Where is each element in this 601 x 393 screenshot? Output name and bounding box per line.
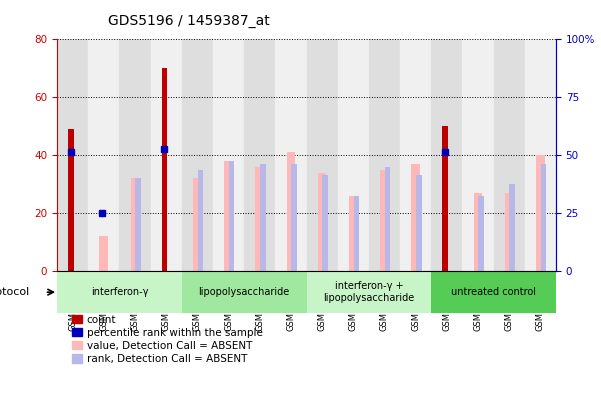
- Bar: [130, 178, 139, 271]
- Bar: [322, 175, 328, 271]
- Bar: [400, 39, 432, 271]
- Bar: [198, 170, 203, 271]
- Bar: [255, 167, 264, 271]
- Bar: [100, 236, 108, 271]
- Bar: [244, 39, 275, 271]
- Text: protocol: protocol: [0, 287, 29, 297]
- Bar: [541, 164, 546, 271]
- Bar: [68, 129, 73, 271]
- Bar: [213, 39, 244, 271]
- Bar: [120, 39, 151, 271]
- Bar: [338, 39, 369, 271]
- Bar: [380, 170, 389, 271]
- Bar: [474, 193, 483, 271]
- Bar: [462, 39, 493, 271]
- Legend: count, percentile rank within the sample, value, Detection Call = ABSENT, rank, : count, percentile rank within the sample…: [72, 315, 263, 364]
- Bar: [416, 175, 421, 271]
- Bar: [369, 39, 400, 271]
- Bar: [536, 155, 545, 271]
- Bar: [275, 39, 307, 271]
- Bar: [432, 39, 462, 271]
- Text: GDS5196 / 1459387_at: GDS5196 / 1459387_at: [108, 13, 270, 28]
- Bar: [318, 173, 326, 271]
- Bar: [505, 193, 513, 271]
- Bar: [151, 39, 182, 271]
- Bar: [442, 126, 448, 271]
- Bar: [224, 161, 233, 271]
- Bar: [193, 178, 202, 271]
- Bar: [135, 178, 141, 271]
- Bar: [57, 39, 88, 271]
- Bar: [307, 39, 338, 271]
- Bar: [182, 39, 213, 271]
- Bar: [493, 39, 525, 271]
- Bar: [260, 164, 266, 271]
- Bar: [411, 164, 420, 271]
- Bar: [385, 167, 391, 271]
- Bar: [182, 271, 307, 313]
- Text: untreated control: untreated control: [451, 287, 536, 297]
- Bar: [353, 196, 359, 271]
- Bar: [229, 161, 234, 271]
- Bar: [349, 196, 358, 271]
- Bar: [287, 152, 295, 271]
- Bar: [510, 184, 515, 271]
- Text: interferon-γ: interferon-γ: [91, 287, 148, 297]
- Bar: [291, 164, 297, 271]
- Bar: [432, 271, 556, 313]
- Text: interferon-γ +
lipopolysaccharide: interferon-γ + lipopolysaccharide: [323, 281, 415, 303]
- Bar: [88, 39, 120, 271]
- Bar: [525, 39, 556, 271]
- Bar: [478, 196, 484, 271]
- Bar: [162, 68, 167, 271]
- Bar: [57, 271, 182, 313]
- Text: lipopolysaccharide: lipopolysaccharide: [198, 287, 290, 297]
- Bar: [307, 271, 432, 313]
